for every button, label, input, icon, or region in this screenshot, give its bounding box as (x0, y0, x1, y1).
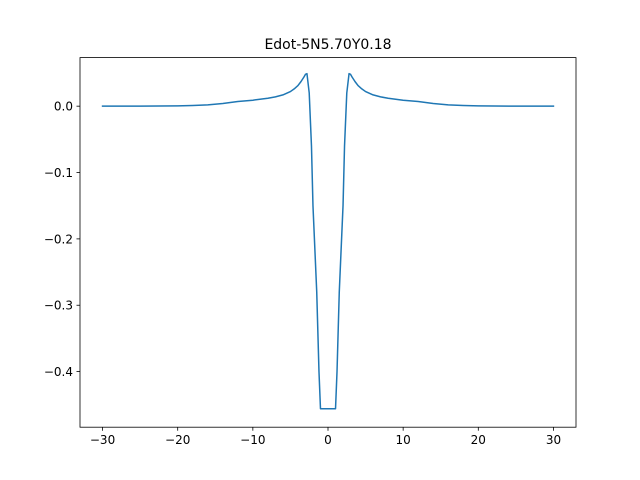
x-tick-label: −30 (90, 433, 115, 447)
y-tick-label: −0.4 (44, 365, 73, 379)
y-tick-label: −0.2 (44, 232, 73, 246)
x-tick-label: 20 (471, 433, 486, 447)
y-tick-label: −0.1 (44, 166, 73, 180)
x-tick-label: 0 (324, 433, 332, 447)
x-tick-label: −20 (165, 433, 190, 447)
y-axis-ticks: 0.0 −0.1 −0.2 −0.3 −0.4 (44, 100, 80, 379)
y-tick-label: 0.0 (54, 100, 73, 114)
series-layer (101, 72, 555, 410)
x-tick-label: 30 (546, 433, 561, 447)
x-tick-label: −10 (240, 433, 265, 447)
chart-title: Edot-5N5.70Y0.18 (264, 37, 391, 53)
y-tick-label: −0.3 (44, 299, 73, 313)
plot-area-frame (79, 57, 577, 428)
series-line-0 (101, 72, 555, 410)
x-axis-ticks: −30 −20 −10 0 10 20 30 (90, 427, 561, 447)
x-tick-label: 10 (396, 433, 411, 447)
